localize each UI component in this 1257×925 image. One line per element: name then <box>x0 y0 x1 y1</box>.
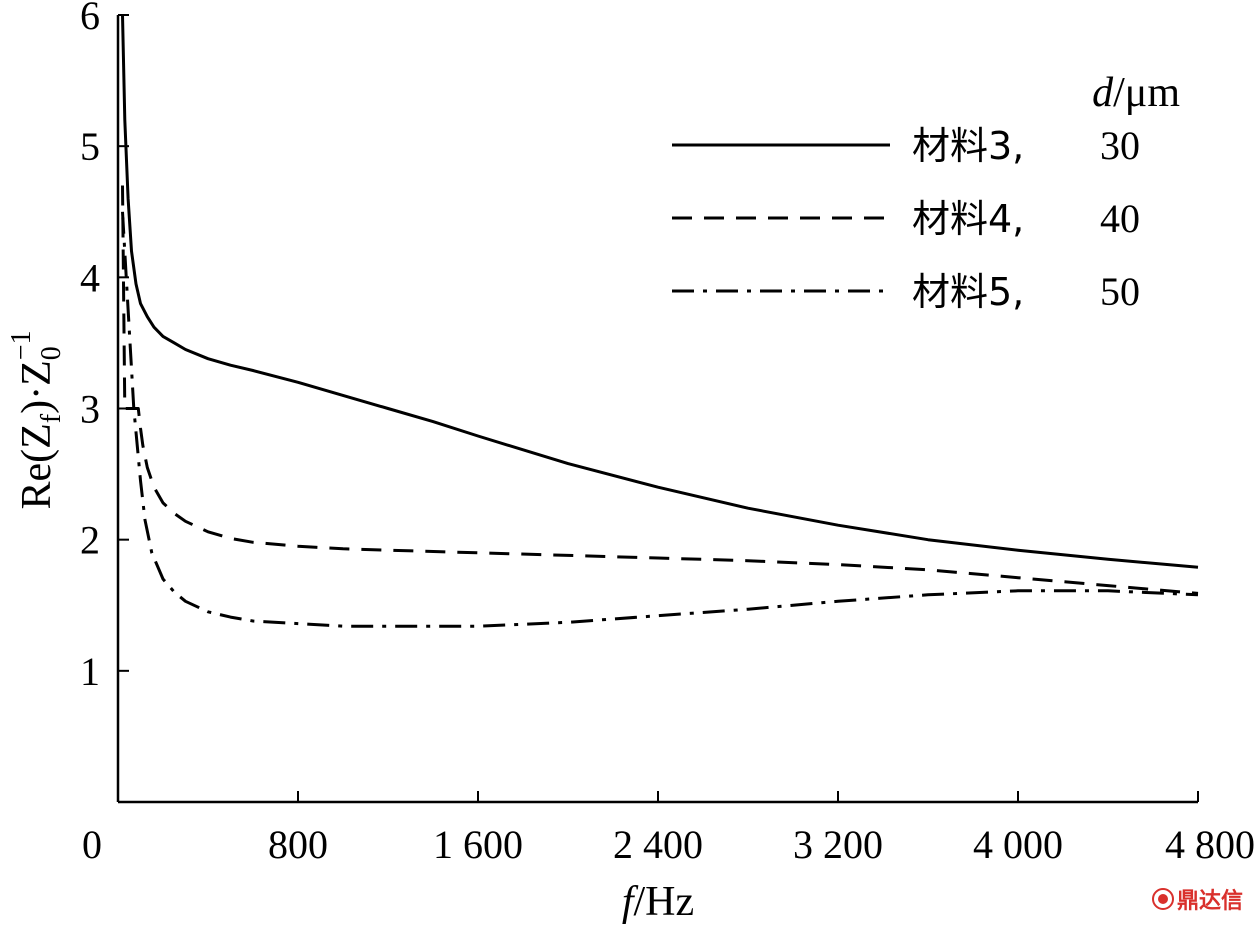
y-tick-label: 4 <box>80 255 100 300</box>
legend-label-3: 材料5, <box>912 270 1024 314</box>
y-axis-label: Re(Zf)·Z0−1 <box>6 330 67 509</box>
y-tick-label: 5 <box>80 124 100 169</box>
x-tick-label: 4 000 <box>973 822 1063 867</box>
x-tick-label: 800 <box>268 822 328 867</box>
axis-labels: f/Hz Re(Zf)·Z0−1 <box>6 330 694 925</box>
x-tick-label: 3 200 <box>793 822 883 867</box>
plot-lines <box>121 14 1199 628</box>
x-axis-label: f/Hz <box>622 879 694 925</box>
y-tick-label: 2 <box>80 518 100 563</box>
x-tick-label: 0 <box>82 822 102 867</box>
watermark-text: 鼎达信 <box>1176 889 1243 914</box>
watermark: 鼎达信 <box>1151 883 1243 915</box>
legend-title: d/μm <box>1092 70 1180 116</box>
x-tick-label: 2 400 <box>613 822 703 867</box>
legend-value-3: 50 <box>1100 269 1140 314</box>
legend-value-1: 30 <box>1100 123 1140 168</box>
watermark-logo-icon <box>1151 888 1174 910</box>
y-tick-label: 1 <box>80 649 100 694</box>
y-tick-label: 3 <box>80 387 100 432</box>
series-line-3 <box>121 211 1199 628</box>
series-line-1 <box>121 14 1199 569</box>
legend-value-2: 40 <box>1100 196 1140 241</box>
legend-label-2: 材料4, <box>912 197 1024 241</box>
axes: 0 800 1 600 2 400 3 200 4 000 4 800 1 2 3 4 5 6 <box>80 0 1255 867</box>
y-tick-label: 6 <box>80 0 100 38</box>
legend: d/μm 材料3, 30 材料4, 40 材料5, 50 <box>672 70 1180 314</box>
series-line-2 <box>121 185 1199 595</box>
x-tick-label: 1 600 <box>433 822 523 867</box>
x-tick-label: 4 800 <box>1165 822 1255 867</box>
legend-label-1: 材料3, <box>912 124 1024 168</box>
